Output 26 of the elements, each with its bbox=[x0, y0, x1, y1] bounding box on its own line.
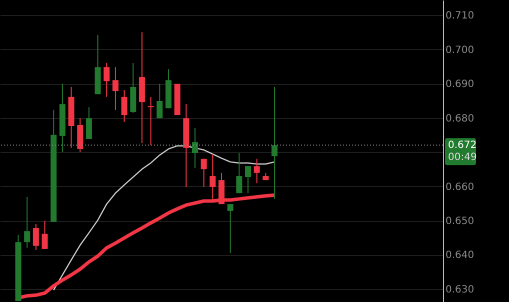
candlestick bbox=[112, 66, 118, 110]
ref-line-label: 0.672 bbox=[448, 140, 477, 152]
candlestick bbox=[77, 118, 84, 153]
y-tick-label: 0.690 bbox=[446, 79, 474, 90]
candlestick bbox=[104, 62, 110, 98]
candlestick bbox=[192, 128, 198, 169]
candlestick bbox=[86, 106, 92, 140]
y-tick-label: 0.650 bbox=[446, 216, 474, 228]
candlestick bbox=[236, 152, 242, 194]
y-tick-label: 0.630 bbox=[446, 284, 474, 296]
candlestick bbox=[200, 158, 207, 188]
candlestick bbox=[148, 96, 154, 146]
candlestick bbox=[245, 166, 252, 194]
candlestick bbox=[24, 196, 30, 248]
y-tick-label: 0.680 bbox=[446, 113, 474, 124]
candlestick bbox=[32, 223, 39, 250]
y-tick-label: 0.700 bbox=[446, 44, 474, 56]
y-tick-label: 0.660 bbox=[446, 182, 474, 193]
candlestick bbox=[254, 158, 260, 184]
candlestick bbox=[42, 220, 48, 250]
y-tick-label: 0.640 bbox=[446, 250, 474, 262]
candlestick bbox=[227, 204, 234, 254]
candlestick bbox=[121, 90, 128, 122]
candlestick bbox=[272, 86, 278, 200]
y-tick-label: 0.710 bbox=[446, 10, 474, 22]
candlestick bbox=[156, 83, 163, 119]
